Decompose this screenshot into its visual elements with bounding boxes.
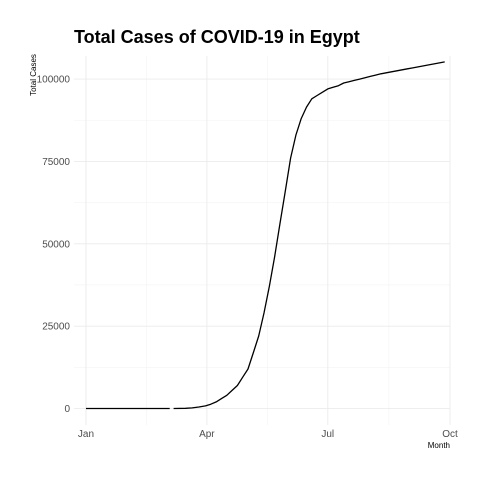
x-tick-label: Jan [78,429,94,440]
total-cases-line [173,61,445,410]
y-tick-label: 50000 [42,239,70,250]
y-axis-title: Total Cases [29,54,38,96]
series-layer [86,61,445,410]
x-axis-ticks: Jan Apr Jul Oct [78,429,458,440]
x-tick-label: Oct [442,429,458,440]
y-tick-label: 75000 [42,157,70,168]
y-tick-label: 0 [64,404,70,415]
chart-title: Total Cases of COVID-19 in Egypt [74,27,360,47]
x-tick-label: Apr [199,429,215,440]
y-axis-ticks: 0 25000 50000 75000 100000 [37,75,71,415]
y-tick-label: 100000 [37,75,71,86]
minor-gridlines [74,56,450,425]
y-tick-label: 25000 [42,322,70,333]
x-tick-label: Jul [321,429,334,440]
major-gridlines [74,56,451,425]
x-axis-title: Month [428,441,450,450]
